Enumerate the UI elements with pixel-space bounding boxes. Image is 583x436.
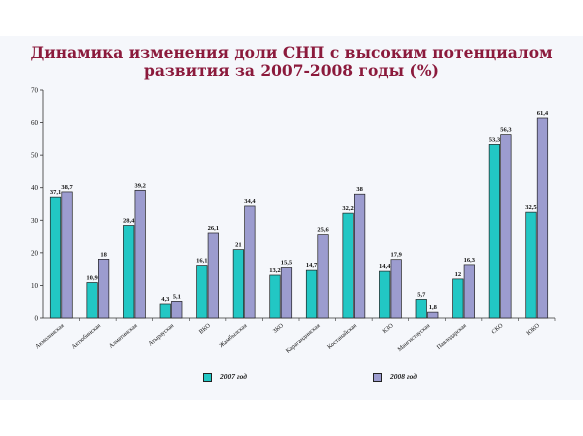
data-label-2008: 39,2 [134, 182, 145, 189]
bar-2007 [415, 299, 427, 319]
bar-2008 [61, 191, 73, 319]
data-label-2007: 10,9 [86, 274, 98, 281]
category-label: Павлодарская [436, 322, 468, 351]
bar-2008 [98, 259, 110, 319]
bar-2007 [159, 303, 171, 319]
y-tick-label: 10 [31, 282, 39, 290]
y-tick-label: 30 [31, 217, 39, 225]
bar-2008 [500, 134, 512, 319]
category-label: Жамбылская [218, 322, 248, 349]
bar-2008 [390, 259, 402, 319]
chart-bars [49, 117, 549, 319]
data-label-2007: 53,3 [489, 136, 501, 143]
chart-title-line-2: развития за 2007-2008 годы (%) [144, 61, 439, 80]
data-label-2008: 56,3 [500, 127, 512, 134]
data-label-2008: 34,4 [244, 198, 256, 205]
y-tick-label: 60 [31, 119, 39, 127]
data-label-2008: 18 [100, 251, 107, 258]
bar-2008 [463, 264, 475, 319]
bar-2008 [427, 311, 439, 319]
data-label-2007: 37,1 [50, 189, 61, 196]
category-label: Акмолинская [34, 322, 66, 350]
bar-2007 [232, 249, 244, 319]
data-label-2007: 32,5 [525, 204, 537, 211]
category-label: Алматинская [108, 322, 139, 350]
data-label-2007: 4,3 [161, 296, 170, 303]
legend-item-2007: 2007 год [203, 372, 247, 386]
data-label-2008: 17,9 [390, 252, 402, 259]
bar-2008 [317, 234, 329, 319]
y-tick-label: 0 [35, 315, 39, 323]
data-label-2007: 21 [235, 242, 242, 249]
bar-2008 [280, 267, 293, 319]
bar-2008 [134, 189, 146, 319]
bar-2007 [488, 144, 500, 319]
data-label-2008: 38,7 [61, 184, 73, 191]
bar-2007 [342, 212, 354, 319]
chart-axes: 0 10 20 30 40 50 60 70 [31, 87, 556, 323]
bar-2007 [49, 196, 62, 319]
bar-2007 [123, 225, 135, 319]
category-label: Карагандинская [285, 322, 322, 355]
data-label-2008: 25,6 [317, 227, 329, 234]
category-label: ЮКО [525, 322, 541, 337]
chart-category-labels: Акмолинская Актюбинская Алматинская Атыраус… [34, 322, 541, 355]
data-label-2008: 1,8 [429, 304, 438, 311]
bar-2008 [207, 232, 219, 319]
bar-2008 [171, 301, 183, 319]
legend-label-2008: 2008 год [390, 372, 418, 381]
data-label-2007: 14,4 [379, 263, 391, 270]
bar-2007 [525, 211, 537, 319]
data-label-2008: 61,4 [537, 110, 549, 117]
data-label-2007: 16,1 [196, 258, 207, 265]
bar-2008 [536, 117, 549, 319]
category-label: Атырауская [147, 322, 175, 347]
category-label: КЗО [381, 322, 395, 335]
data-label-2007: 12 [455, 271, 462, 278]
category-label: Актюбинская [70, 322, 102, 350]
y-tick-label: 20 [31, 249, 39, 257]
category-label: Костанайская [326, 322, 358, 351]
data-label-2007: 28,4 [123, 217, 135, 224]
category-label: Мангистауская [396, 322, 431, 353]
bar-2007 [452, 278, 464, 319]
data-label-2007: 13,2 [269, 267, 280, 274]
legend-swatch-2008 [373, 372, 382, 382]
y-tick-label: 40 [31, 184, 39, 192]
data-label-2007: 14,7 [306, 262, 318, 269]
bar-2008 [244, 205, 256, 319]
category-label: ЗКО [272, 322, 286, 335]
chart-title: Динамика изменения доли СНП с высоким по… [0, 44, 583, 80]
data-label-2008: 16,3 [464, 257, 476, 264]
legend-swatch-2007 [203, 372, 212, 382]
category-label: ВКО [198, 322, 213, 336]
data-label-2007: 5,7 [417, 291, 426, 298]
y-tick-label: 50 [31, 152, 39, 160]
data-label-2008: 15,5 [281, 260, 293, 267]
bar-2007 [379, 270, 391, 319]
bar-2007 [269, 274, 281, 319]
y-tick-label: 70 [31, 87, 39, 95]
chart-panel [0, 36, 583, 400]
bar-2007 [196, 265, 208, 319]
category-label: СКО [490, 322, 505, 336]
chart-title-line-1: Динамика изменения доли СНП с высоким по… [30, 43, 553, 62]
bar-2007 [86, 282, 98, 319]
legend-item-2008: 2008 год [373, 372, 417, 386]
legend-label-2007: 2007 год [220, 372, 248, 381]
data-label-2008: 38 [356, 186, 363, 193]
bar-2007 [305, 269, 318, 319]
chart-data-labels: 37,138,7 10,9 18 28,4 39,2 4,3 5,1 16,1 26,1 21 34… [50, 110, 549, 311]
data-label-2008: 26,1 [208, 225, 219, 232]
data-label-2008: 5,1 [173, 293, 181, 300]
data-label-2007: 32,2 [342, 205, 353, 212]
bar-2008 [354, 193, 366, 319]
